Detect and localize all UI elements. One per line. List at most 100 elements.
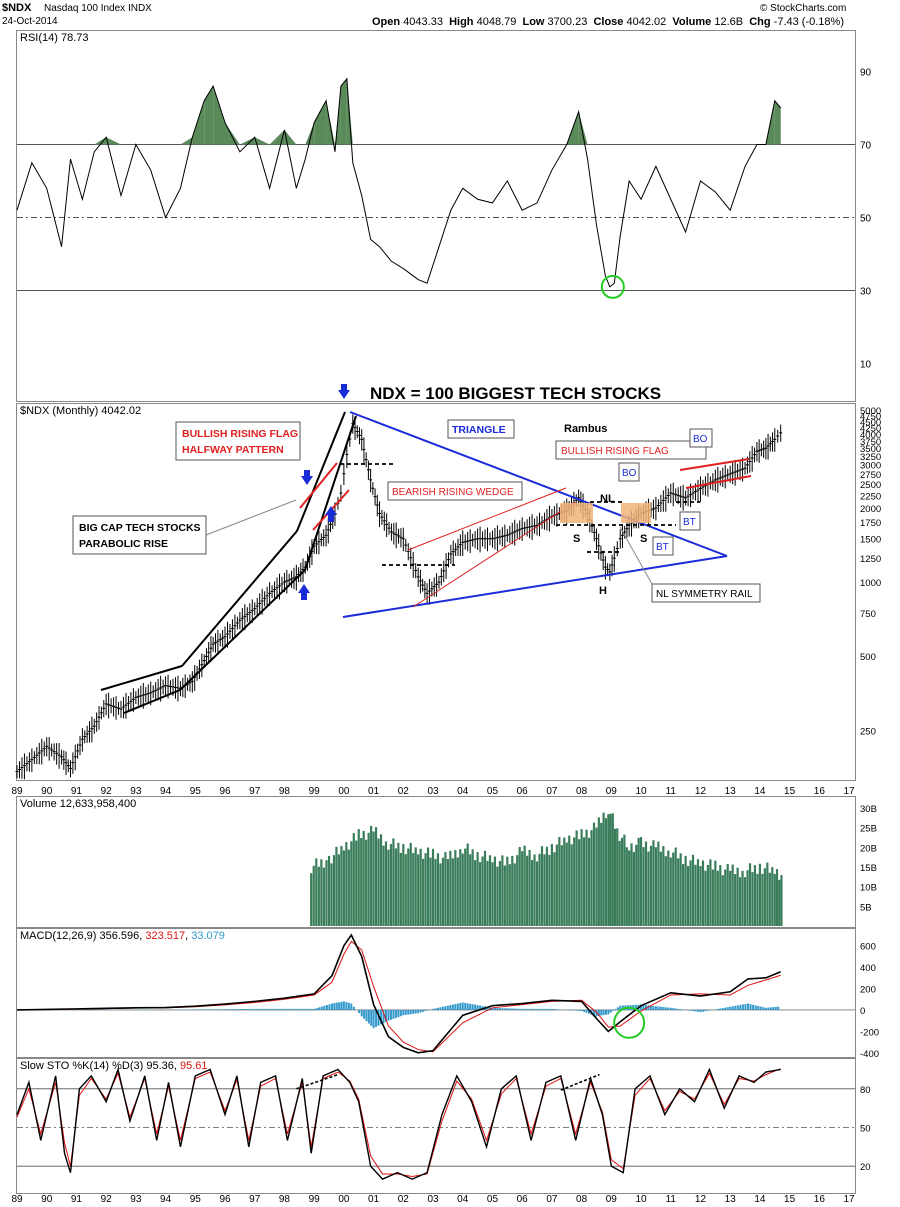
rsi-overbought-fill <box>326 100 335 145</box>
volume-bar <box>367 832 370 926</box>
volume-bar <box>548 854 551 926</box>
macd-hist-bar <box>347 1002 350 1010</box>
price-tick-4500: 4500 <box>860 417 881 428</box>
volume-bar <box>649 845 653 926</box>
volume-bar <box>580 829 583 926</box>
label-nl: NL <box>600 493 615 505</box>
volume-tick-25B: 25B <box>860 824 877 835</box>
volume-bar <box>587 837 591 926</box>
volume-bar <box>496 866 499 926</box>
volume-bar <box>491 862 494 926</box>
rsi-layer: 10 30 50 70 90 <box>16 68 872 371</box>
macd-hist-bar <box>719 1008 722 1010</box>
macd-hist-bar <box>424 1009 427 1012</box>
rsi-tick-50: 50 <box>860 214 872 225</box>
macd-hist-bar <box>679 1009 682 1010</box>
volume-bar <box>466 843 469 926</box>
macd-hist-bar <box>441 1006 444 1010</box>
label-box-nl-symmetry <box>651 583 761 603</box>
price-xtick-94: 94 <box>160 786 172 797</box>
macd-hist-bar <box>531 1008 534 1010</box>
rsi-overbought-fill <box>94 137 107 145</box>
volume-bar <box>501 855 504 926</box>
rsi-overbought-fill <box>284 129 297 145</box>
macd-hist-bar <box>363 1009 366 1019</box>
rsi-overbought-fill <box>204 86 214 145</box>
macd-hist-bar <box>699 1009 702 1013</box>
macd-layer: -400 -200 0 200 400 600 <box>16 933 879 1060</box>
price-tick-750: 750 <box>860 609 876 620</box>
volume-bar <box>677 858 680 926</box>
rsi-overbought-fill <box>774 100 781 145</box>
volume-bar <box>459 849 462 926</box>
volume-bar <box>780 875 783 926</box>
macd-hist-bar <box>380 1009 383 1025</box>
macd-hist-bar <box>310 1008 313 1010</box>
macd-hist-bar <box>619 1005 622 1010</box>
macd-hist-bar <box>409 1009 412 1015</box>
price-tick-2000: 2000 <box>860 504 881 515</box>
label-box-bo-2 <box>689 428 713 448</box>
callout-nl-symmetry <box>619 526 653 585</box>
macd-hist-bar <box>580 1009 583 1012</box>
macd-hist-bar <box>701 1009 704 1012</box>
flag-box-2 <box>621 503 651 523</box>
sto-xtick-09: 09 <box>606 1194 618 1205</box>
rsi-overbought-fill <box>239 137 255 145</box>
macd-hist-bar <box>600 1009 603 1016</box>
volume-bar <box>372 831 375 926</box>
volume-layer: 5B 10B 15B 20B 25B 30B <box>310 804 877 926</box>
macd-hist-bar <box>496 1007 499 1010</box>
macd-hist-bar <box>216 1009 219 1010</box>
macd-hist-bar <box>578 1009 581 1011</box>
ohlc-readout: Open 4043.33 High 4048.79 Low 3700.23 Cl… <box>372 16 844 28</box>
macd-hist-bar <box>451 1004 454 1010</box>
macd-hist-bar <box>454 1004 457 1010</box>
price-tick-4000: 4000 <box>860 430 881 441</box>
volume-bar <box>669 857 672 926</box>
macd-hist-bar <box>634 1004 637 1010</box>
rsi-overbought-fill <box>254 137 270 145</box>
label-rambus: Rambus <box>564 423 607 435</box>
macd-hist-bar <box>481 1006 484 1010</box>
macd-hist-bar <box>261 1008 264 1010</box>
volume-bar <box>778 879 781 926</box>
volume-bar <box>570 844 573 926</box>
macd-tick-400: 400 <box>860 963 876 974</box>
volume-bar <box>533 854 536 926</box>
volume-bar <box>736 867 739 926</box>
macd-hist-bar <box>536 1008 539 1010</box>
label-box-bt-2 <box>679 511 701 531</box>
macd-hist-bar <box>521 1008 524 1010</box>
macd-hist-bar <box>456 1003 459 1010</box>
price-tick-500: 500 <box>860 652 876 663</box>
macd-hist-bar <box>367 1009 370 1024</box>
volume-bar <box>526 855 529 926</box>
price-tick-1250: 1250 <box>860 554 881 565</box>
macd-hist-bar <box>422 1009 425 1012</box>
macd-hist-bar <box>607 1009 610 1015</box>
macd-hist-bar <box>303 1008 306 1010</box>
volume-bar <box>758 863 762 926</box>
volume-bar <box>538 853 541 926</box>
volume-bar <box>618 840 621 926</box>
macd-hist-bar <box>439 1007 442 1010</box>
macd-hist-bar <box>338 1002 341 1010</box>
volume-bar <box>696 859 700 926</box>
macd-hist-bar <box>389 1009 392 1020</box>
macd-hist-bar <box>444 1006 447 1010</box>
macd-hist-bar <box>602 1009 605 1016</box>
price-xtick-05: 05 <box>487 786 499 797</box>
volume-bar <box>550 844 553 926</box>
macd-hist-bar <box>432 1008 435 1010</box>
volume-bar <box>545 846 549 926</box>
label-box-bullish-flag-2 <box>555 440 707 460</box>
macd-tick-0: 0 <box>860 1006 865 1017</box>
macd-hist-bar <box>280 1008 283 1010</box>
sto-xtick-15: 15 <box>784 1194 796 1205</box>
sto-xtick-01: 01 <box>368 1194 380 1205</box>
volume-bar <box>461 853 464 926</box>
rsi-tick-10: 10 <box>860 360 872 371</box>
macd-hist-bar <box>573 1009 576 1011</box>
macd-hist-bar <box>616 1007 619 1010</box>
